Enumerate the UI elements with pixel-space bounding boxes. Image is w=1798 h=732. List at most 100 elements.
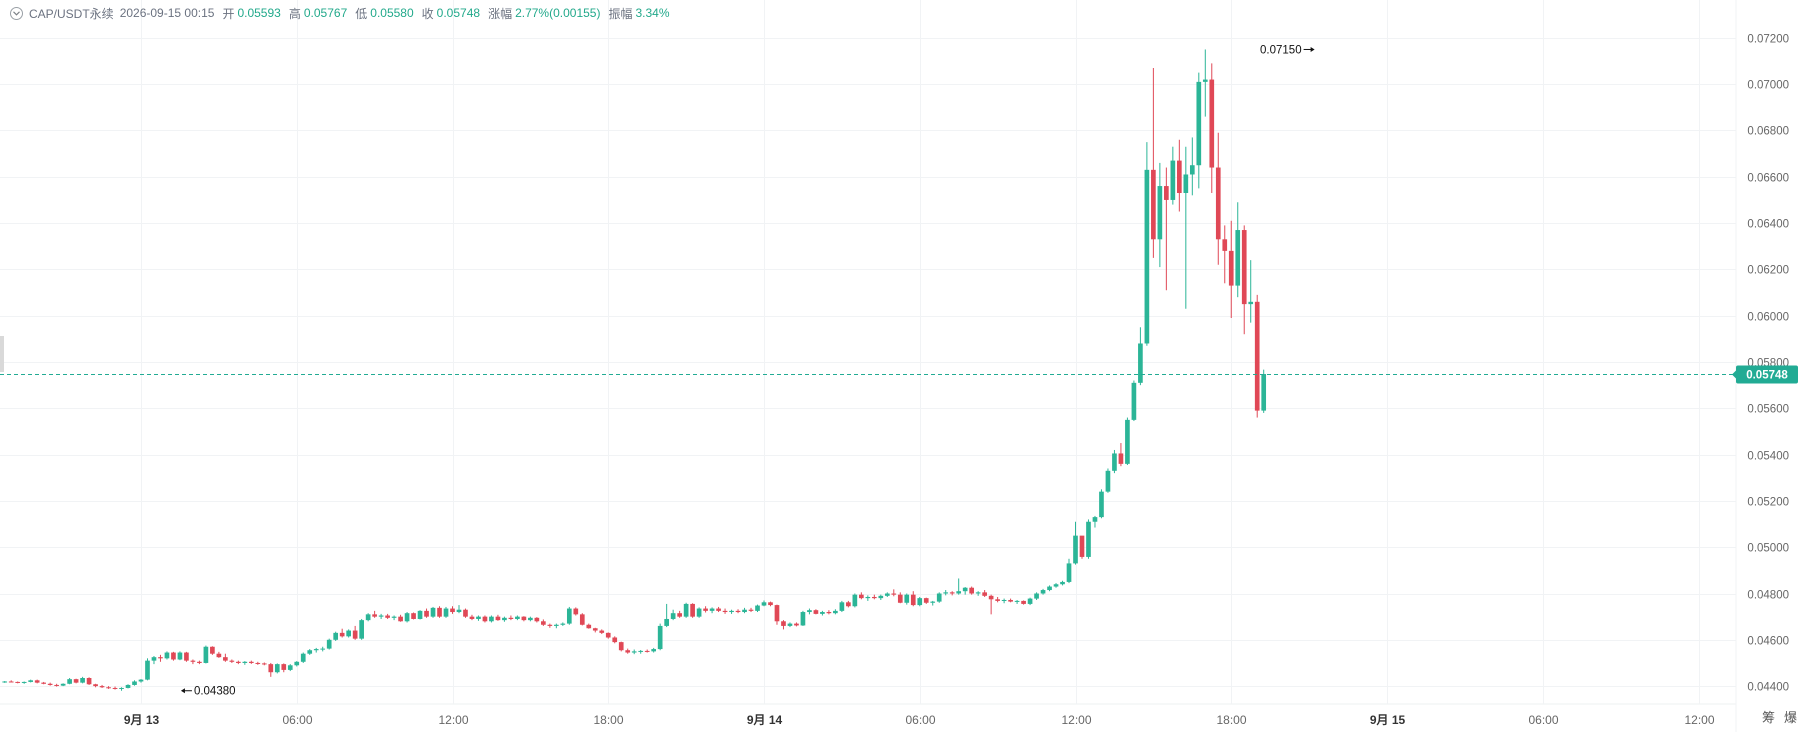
candle-body	[15, 681, 21, 683]
last-price-label: 0.05748	[1746, 370, 1788, 382]
open-label: 开	[222, 6, 235, 21]
open-value: 0.05593	[237, 6, 281, 20]
x-tick-label: 9月 13	[124, 713, 160, 727]
x-tick-label: 12:00	[1684, 713, 1714, 727]
close-value: 0.05748	[436, 6, 481, 20]
candle-body	[820, 612, 825, 614]
candle-body	[631, 651, 637, 653]
candle-body	[313, 649, 319, 651]
candle-body	[612, 637, 618, 643]
candle-body	[132, 681, 137, 685]
candle-body	[223, 657, 228, 661]
high-label: 高	[288, 6, 301, 21]
candle-body	[1138, 343, 1143, 383]
candle-body	[385, 615, 390, 618]
candle-body	[404, 613, 410, 622]
candle-body	[677, 613, 682, 617]
symbol-name: CAP/USDT永续	[29, 6, 114, 21]
candle-body	[294, 661, 300, 666]
candle-body	[1014, 600, 1020, 602]
low-value: 0.05580	[370, 6, 414, 20]
candle-body	[21, 681, 27, 683]
candle-body	[1215, 167, 1221, 240]
candle-body	[1222, 239, 1228, 251]
candle-body	[618, 642, 624, 651]
candle-body	[372, 614, 377, 617]
y-tick-label: 0.06200	[1747, 265, 1789, 277]
candle-body	[1235, 230, 1241, 286]
high-value: 0.05767	[303, 6, 348, 20]
y-tick-label: 0.06800	[1747, 126, 1789, 138]
candle-body	[489, 616, 494, 622]
candle-body	[1001, 599, 1007, 601]
last-price-tag	[1736, 365, 1798, 384]
candle-body	[638, 650, 644, 652]
x-tick-label: 06:00	[282, 713, 312, 727]
candle-body	[813, 610, 819, 614]
candle-body	[1170, 160, 1176, 200]
candle-body	[1008, 599, 1013, 602]
drag-handle[interactable]	[0, 336, 4, 372]
candle-body	[923, 598, 929, 603]
candle-body	[261, 663, 267, 665]
y-tick-label: 0.04400	[1747, 682, 1789, 694]
candle-body	[521, 616, 527, 621]
candle-body	[683, 603, 689, 617]
candle-body	[2, 681, 8, 683]
candle-body	[592, 628, 598, 631]
amplitude-label: 振幅	[608, 6, 633, 21]
candle-body	[995, 599, 1000, 601]
candle-body	[437, 607, 442, 617]
y-tick-label: 0.05600	[1747, 404, 1789, 416]
candle-body	[897, 594, 903, 603]
x-tick-label: 18:00	[593, 713, 623, 727]
candle-body	[300, 653, 306, 662]
candle-body	[690, 603, 695, 617]
candle-body	[365, 614, 371, 621]
candle-body	[904, 594, 910, 603]
x-tick-label: 9月 14	[747, 713, 783, 727]
candle-body	[411, 613, 416, 619]
collapse-legend-icon[interactable]	[10, 6, 23, 20]
candle-body	[1183, 174, 1189, 193]
candle-body	[1066, 563, 1072, 582]
candle-body	[859, 594, 864, 599]
candle-body	[988, 595, 994, 600]
candle-body	[865, 596, 871, 599]
candle-body	[917, 598, 923, 606]
candle-body	[599, 630, 605, 633]
candle-body	[184, 652, 189, 661]
candle-body	[547, 624, 553, 626]
candle-body	[579, 614, 585, 625]
candle-body	[450, 608, 455, 613]
candle-body	[1151, 169, 1156, 240]
candle-body	[846, 602, 851, 607]
candle-body	[190, 660, 196, 662]
candle-body	[359, 620, 364, 639]
candle-body	[722, 610, 728, 613]
candle-body	[774, 605, 780, 622]
liquidation-button[interactable]: 爆	[1784, 710, 1798, 725]
candle-body	[125, 684, 131, 688]
y-tick-label: 0.05000	[1747, 543, 1789, 555]
candle-body	[534, 617, 540, 622]
candle-body	[800, 612, 806, 626]
max-marker-label: 0.07150	[1260, 44, 1302, 56]
candle-body	[333, 632, 339, 640]
candle-body	[352, 630, 358, 639]
candle-body	[1176, 160, 1182, 193]
candle-body	[417, 610, 423, 619]
y-tick-label: 0.05400	[1747, 451, 1789, 463]
change-value: 2.77%(0.00155)	[515, 6, 601, 20]
candle-body	[164, 652, 170, 659]
candle-body	[339, 632, 345, 637]
candle-body	[528, 617, 533, 621]
candle-body	[956, 591, 962, 594]
candle-body	[1053, 584, 1059, 587]
chip-distribution-button[interactable]: 筹	[1762, 710, 1776, 725]
candle-body	[1027, 598, 1033, 604]
candle-body	[1241, 230, 1247, 305]
candle-body	[469, 616, 475, 619]
